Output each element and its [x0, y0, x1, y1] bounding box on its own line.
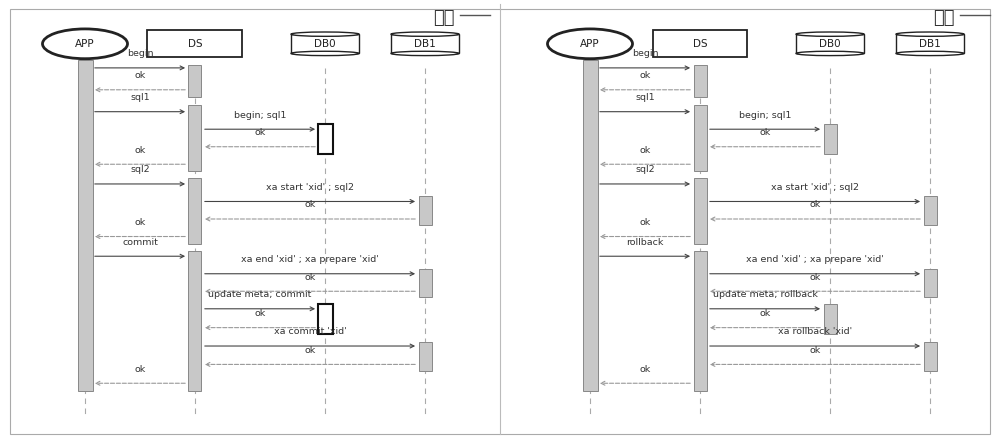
FancyBboxPatch shape [694, 178, 706, 244]
Text: DB1: DB1 [919, 39, 941, 49]
Ellipse shape [42, 29, 128, 59]
FancyBboxPatch shape [583, 60, 598, 391]
Text: xa commit 'xid': xa commit 'xid' [274, 327, 346, 336]
Ellipse shape [548, 29, 633, 59]
FancyBboxPatch shape [694, 105, 706, 171]
FancyBboxPatch shape [694, 251, 706, 391]
Text: begin: begin [632, 49, 658, 58]
FancyBboxPatch shape [318, 124, 332, 154]
Text: ok: ok [809, 200, 821, 209]
Text: ok: ok [134, 71, 146, 80]
FancyBboxPatch shape [291, 34, 359, 53]
FancyBboxPatch shape [318, 304, 332, 334]
Text: ok: ok [639, 218, 651, 227]
Text: rollback: rollback [626, 237, 664, 247]
Ellipse shape [796, 51, 864, 56]
FancyBboxPatch shape [896, 34, 964, 53]
Text: ok: ok [809, 346, 821, 355]
Text: ok: ok [304, 272, 316, 282]
Text: ok: ok [639, 145, 651, 155]
FancyBboxPatch shape [694, 65, 706, 97]
Text: update meta; rollback: update meta; rollback [713, 290, 817, 299]
Text: commit: commit [122, 237, 158, 247]
Text: ok: ok [254, 309, 266, 318]
FancyBboxPatch shape [652, 30, 747, 57]
FancyBboxPatch shape [924, 196, 937, 225]
Text: sql1: sql1 [130, 93, 150, 102]
Text: DS: DS [693, 39, 707, 49]
FancyBboxPatch shape [924, 342, 937, 371]
Text: sql2: sql2 [130, 165, 150, 174]
FancyBboxPatch shape [924, 269, 937, 297]
Text: DS: DS [188, 39, 202, 49]
Text: 回滚: 回滚 [934, 9, 955, 27]
Ellipse shape [391, 32, 459, 36]
Ellipse shape [391, 51, 459, 56]
Text: begin; sql1: begin; sql1 [234, 110, 286, 120]
Ellipse shape [896, 32, 964, 36]
FancyBboxPatch shape [419, 342, 432, 371]
Ellipse shape [291, 32, 359, 36]
Text: begin; sql1: begin; sql1 [739, 110, 791, 120]
Text: ok: ok [134, 218, 146, 227]
Text: xa start 'xid' ; sql2: xa start 'xid' ; sql2 [266, 183, 354, 192]
Text: ok: ok [639, 364, 651, 374]
Text: ok: ok [809, 272, 821, 282]
Text: 提交: 提交 [434, 9, 455, 27]
Text: xa end 'xid' ; xa prepare 'xid': xa end 'xid' ; xa prepare 'xid' [241, 255, 379, 264]
Text: APP: APP [75, 39, 95, 49]
Text: DB1: DB1 [414, 39, 436, 49]
FancyBboxPatch shape [147, 30, 242, 57]
FancyBboxPatch shape [824, 124, 837, 154]
FancyBboxPatch shape [188, 251, 201, 391]
Text: xa rollback 'xid': xa rollback 'xid' [778, 327, 852, 336]
FancyBboxPatch shape [796, 34, 864, 53]
Text: DB0: DB0 [314, 39, 336, 49]
Text: DB0: DB0 [819, 39, 841, 49]
Text: ok: ok [254, 128, 266, 137]
Text: update meta; commit: update meta; commit [208, 290, 312, 299]
Text: APP: APP [580, 39, 600, 49]
Text: ok: ok [759, 309, 771, 318]
FancyBboxPatch shape [824, 304, 837, 334]
FancyBboxPatch shape [78, 60, 93, 391]
Text: ok: ok [639, 71, 651, 80]
FancyBboxPatch shape [188, 105, 201, 171]
Ellipse shape [291, 51, 359, 56]
FancyBboxPatch shape [391, 34, 459, 53]
Text: ok: ok [304, 200, 316, 209]
Text: ok: ok [304, 346, 316, 355]
FancyBboxPatch shape [419, 196, 432, 225]
Text: sql2: sql2 [635, 165, 655, 174]
Text: xa end 'xid' ; xa prepare 'xid': xa end 'xid' ; xa prepare 'xid' [746, 255, 884, 264]
Text: begin: begin [127, 49, 153, 58]
Ellipse shape [796, 32, 864, 36]
Text: xa start 'xid' ; sql2: xa start 'xid' ; sql2 [771, 183, 859, 192]
FancyBboxPatch shape [188, 178, 201, 244]
FancyBboxPatch shape [419, 269, 432, 297]
Text: ok: ok [134, 364, 146, 374]
Ellipse shape [896, 51, 964, 56]
FancyBboxPatch shape [188, 65, 201, 97]
Text: sql1: sql1 [635, 93, 655, 102]
Text: ok: ok [759, 128, 771, 137]
Text: ok: ok [134, 145, 146, 155]
